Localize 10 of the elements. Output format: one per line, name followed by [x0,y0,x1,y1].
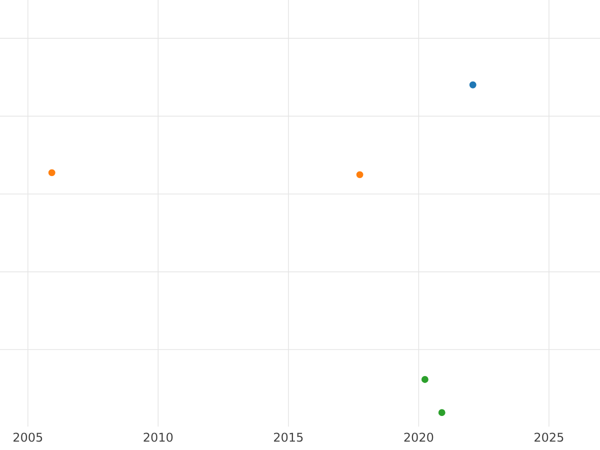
point [421,376,428,383]
x-tick-label: 2025 [534,432,564,442]
x-tick-label: 2015 [274,432,303,442]
x-tick-label: 2005 [13,432,42,442]
x-tick-label: 2020 [404,432,434,442]
x-tick-label: 2010 [144,432,173,442]
point [438,409,446,416]
point [356,171,364,178]
point [48,169,56,176]
point [469,81,476,88]
